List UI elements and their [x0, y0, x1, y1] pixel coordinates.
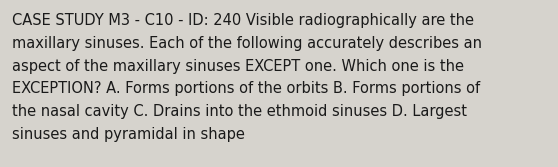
Text: EXCEPTION? A. Forms portions of the orbits B. Forms portions of: EXCEPTION? A. Forms portions of the orbi…: [12, 81, 480, 96]
Text: the nasal cavity C. Drains into the ethmoid sinuses D. Largest: the nasal cavity C. Drains into the ethm…: [12, 104, 467, 119]
Text: sinuses and pyramidal in shape: sinuses and pyramidal in shape: [12, 127, 245, 142]
Text: CASE STUDY M3 - C10 - ID: 240 Visible radiographically are the: CASE STUDY M3 - C10 - ID: 240 Visible ra…: [12, 13, 474, 28]
Text: maxillary sinuses. Each of the following accurately describes an: maxillary sinuses. Each of the following…: [12, 36, 482, 51]
Text: aspect of the maxillary sinuses EXCEPT one. Which one is the: aspect of the maxillary sinuses EXCEPT o…: [12, 59, 464, 74]
